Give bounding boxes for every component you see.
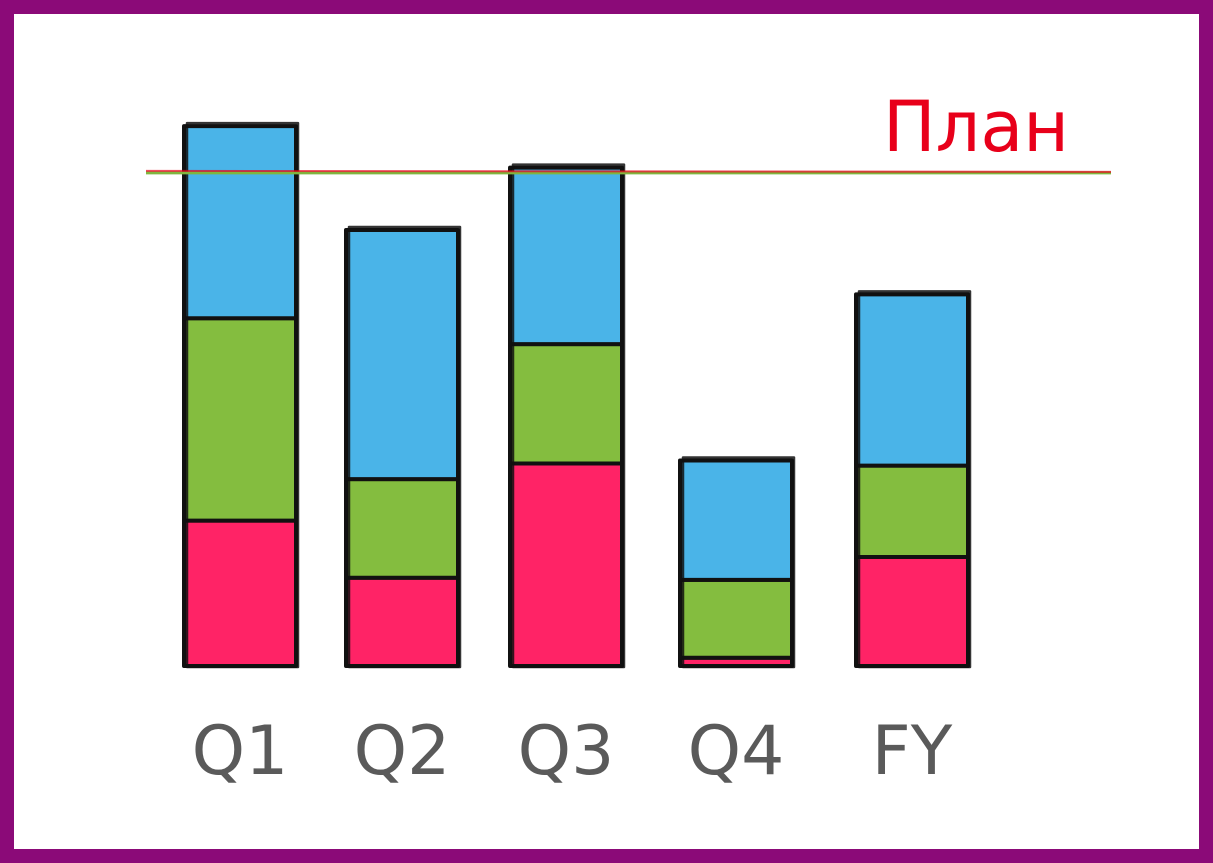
bar-outline-q1 (185, 121, 300, 669)
bar-segment-fy-1 (854, 554, 970, 668)
bars-group (182, 121, 972, 669)
bar-segment-q4-2 (678, 577, 794, 660)
bar-segment-q1-1 (182, 518, 298, 668)
bar-segment-q2-1 (344, 575, 460, 668)
category-label-q3: Q3 (518, 712, 615, 791)
category-label-q4: Q4 (688, 712, 785, 791)
category-label-q1: Q1 (192, 712, 289, 791)
plan-label: План (883, 86, 1069, 168)
bar-segment-q3-2 (508, 342, 624, 466)
stacked-bar-chart: План Q1 Q2 Q3 Q4 FY (145, 86, 1112, 791)
category-label-q2: Q2 (354, 712, 451, 791)
bar-segment-q1-2 (182, 316, 298, 523)
bar-segment-q3-1 (508, 461, 624, 668)
bar-outline-q4 (681, 456, 796, 669)
category-labels-group: Q1 Q2 Q3 Q4 FY (192, 712, 953, 791)
plan-line-stroke (145, 169, 1112, 173)
bar-outline-q2 (347, 225, 462, 669)
bar-segment-q2-2 (344, 477, 460, 580)
plan-group: План (145, 86, 1112, 175)
bar-segment-fy-2 (854, 463, 970, 559)
bar-segment-fy-3 (854, 292, 970, 468)
bar-outline-q3 (511, 163, 626, 669)
bar-segment-q3-3 (508, 165, 624, 347)
bar-segment-q2-3 (344, 227, 460, 482)
category-label-fy: FY (872, 712, 953, 791)
bar-segment-q4-3 (678, 458, 794, 582)
bar-segment-q1-3 (182, 124, 298, 321)
bar-outline-fy (857, 290, 972, 669)
